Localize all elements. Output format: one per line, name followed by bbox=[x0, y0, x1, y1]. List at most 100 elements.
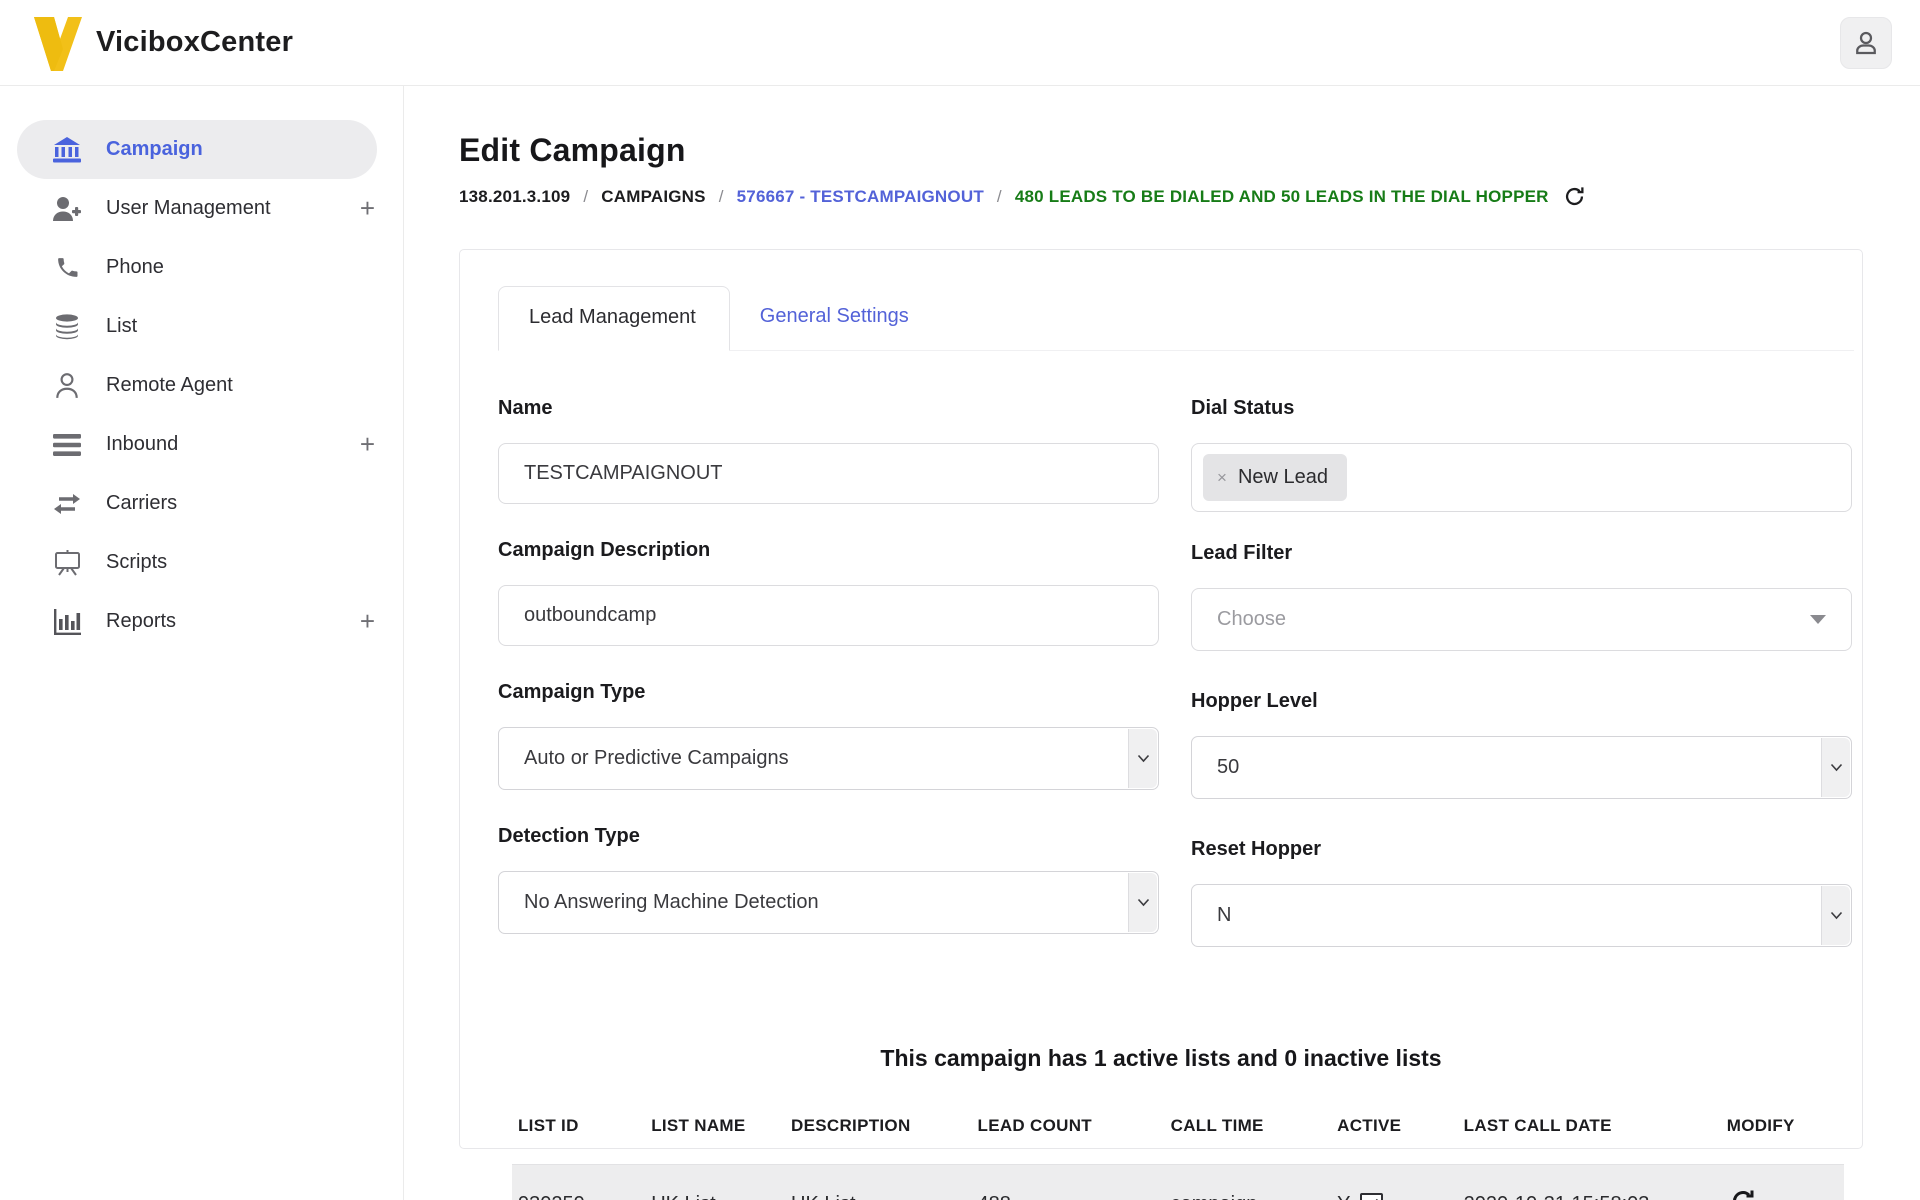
field-lead-filter: Lead Filter Choose bbox=[1191, 542, 1852, 651]
modify-refresh-button[interactable] bbox=[1717, 1189, 1755, 1200]
sidebar-item-label: Carriers bbox=[106, 492, 178, 514]
sidebar-item-carriers[interactable]: Carriers bbox=[0, 474, 403, 533]
active-checkbox[interactable] bbox=[1360, 1192, 1384, 1200]
field-campaign-type: Campaign Type Auto or Predictive Campaig… bbox=[498, 681, 1159, 790]
chevron-down-icon bbox=[1137, 898, 1149, 907]
dropdown-placeholder: Choose bbox=[1217, 608, 1286, 630]
campaign-description-input[interactable]: outboundcamp bbox=[498, 585, 1159, 646]
sidebar-item-label: Scripts bbox=[106, 551, 168, 573]
field-label: Reset Hopper bbox=[1191, 838, 1322, 860]
breadcrumb-campaigns[interactable]: CAMPAIGNS bbox=[601, 186, 706, 206]
cell-call-time: campaign bbox=[1164, 1164, 1332, 1200]
reset-hopper-select[interactable]: N bbox=[1191, 884, 1852, 947]
breadcrumb: 138.201.3.109 / CAMPAIGNS / 576667 - TES… bbox=[459, 186, 1863, 207]
breadcrumb-server: 138.201.3.109 bbox=[459, 186, 571, 206]
field-label: Dial Status bbox=[1191, 397, 1295, 419]
col-modify: MODIFY bbox=[1726, 1116, 1795, 1135]
dial-status-multiselect[interactable]: × New Lead bbox=[1191, 443, 1852, 512]
lead-filter-dropdown[interactable]: Choose bbox=[1191, 588, 1852, 651]
select-arrow-strip bbox=[1128, 873, 1157, 932]
bank-icon bbox=[52, 136, 82, 163]
selected-value: 50 bbox=[1217, 756, 1240, 778]
cell-modify bbox=[1710, 1164, 1844, 1200]
cell-description: UK List bbox=[785, 1164, 972, 1200]
sidebar-item-label: Reports bbox=[106, 610, 177, 632]
breadcrumb-campaign-link[interactable]: 576667 - TESTCAMPAIGNOUT bbox=[736, 186, 984, 206]
col-list-id: LIST ID bbox=[518, 1116, 579, 1135]
sidebar-item-scripts[interactable]: Scripts bbox=[0, 533, 403, 592]
hopper-level-select[interactable]: 50 bbox=[1191, 736, 1852, 799]
field-label: Detection Type bbox=[498, 825, 640, 847]
field-dial-status: Dial Status × New Lead bbox=[1191, 397, 1852, 512]
page-title: Edit Campaign bbox=[459, 132, 686, 168]
breadcrumb-hopper-status: 480 LEADS TO BE DIALED AND 50 LEADS IN T… bbox=[1014, 186, 1549, 206]
field-label: Campaign Type bbox=[498, 681, 646, 703]
user-plus-icon bbox=[52, 196, 82, 222]
campaign-type-select[interactable]: Auto or Predictive Campaigns bbox=[498, 727, 1159, 790]
top-header: ViciboxCenter bbox=[0, 0, 1920, 86]
cell-list-name: UK List bbox=[645, 1164, 786, 1200]
presentation-icon bbox=[52, 549, 82, 576]
tab-lead-management[interactable]: Lead Management bbox=[498, 286, 730, 351]
dial-status-chip: × New Lead bbox=[1203, 454, 1347, 501]
cell-list-id: 930259 bbox=[512, 1164, 646, 1200]
sidebar-item-reports[interactable]: Reports + bbox=[0, 592, 403, 651]
person-outline-icon bbox=[52, 372, 82, 399]
sidebar: Campaign User Management + Phone bbox=[0, 86, 404, 1200]
sidebar-item-label: User Management bbox=[106, 197, 271, 219]
name-input[interactable]: TESTCAMPAIGNOUT bbox=[498, 443, 1159, 504]
phone-icon bbox=[52, 255, 82, 280]
chevron-down-icon bbox=[1830, 911, 1842, 920]
chevron-down-icon bbox=[1830, 763, 1842, 772]
table-header-row: LIST ID LIST NAME DESCRIPTION LEAD COUNT… bbox=[512, 1116, 1844, 1165]
field-name: Name TESTCAMPAIGNOUT bbox=[498, 397, 1159, 504]
breadcrumb-separator: / bbox=[583, 186, 589, 206]
campaign-lists-table: LIST ID LIST NAME DESCRIPTION LEAD COUNT… bbox=[512, 1116, 1844, 1200]
refresh-icon[interactable] bbox=[1564, 186, 1585, 207]
selected-value: No Answering Machine Detection bbox=[524, 891, 819, 913]
sidebar-item-label: Inbound bbox=[106, 433, 179, 455]
breadcrumb-separator: / bbox=[718, 186, 724, 206]
sidebar-item-label: Campaign bbox=[106, 138, 203, 160]
field-hopper-level: Hopper Level 50 bbox=[1191, 690, 1852, 799]
detection-type-select[interactable]: No Answering Machine Detection bbox=[498, 871, 1159, 934]
campaign-form: Name TESTCAMPAIGNOUT Campaign Descriptio… bbox=[498, 397, 1854, 982]
sidebar-item-campaign[interactable]: Campaign bbox=[17, 120, 377, 179]
expand-plus-icon[interactable]: + bbox=[359, 193, 375, 223]
brand-name: ViciboxCenter bbox=[96, 26, 294, 58]
expand-plus-icon[interactable]: + bbox=[359, 606, 375, 636]
col-last-call-date: LAST CALL DATE bbox=[1463, 1116, 1612, 1135]
sidebar-item-user-management[interactable]: User Management + bbox=[0, 179, 403, 238]
field-label: Hopper Level bbox=[1191, 690, 1318, 712]
user-menu-button[interactable] bbox=[1840, 16, 1892, 69]
lists-summary: This campaign has 1 active lists and 0 i… bbox=[880, 1045, 1442, 1071]
sidebar-item-list[interactable]: List bbox=[0, 297, 403, 356]
select-arrow-strip bbox=[1128, 729, 1157, 788]
cell-last-call-date: 2020-10-31 15:58:03 bbox=[1457, 1164, 1711, 1200]
tab-bar: Lead Management General Settings bbox=[498, 286, 1854, 351]
col-active: ACTIVE bbox=[1337, 1116, 1402, 1135]
col-list-name: LIST NAME bbox=[651, 1116, 746, 1135]
sidebar-item-remote-agent[interactable]: Remote Agent bbox=[0, 356, 403, 415]
rows-icon bbox=[52, 433, 82, 457]
select-arrow-strip bbox=[1821, 886, 1850, 945]
campaign-edit-card: Lead Management General Settings Name TE… bbox=[459, 249, 1863, 1200]
cell-active: Y bbox=[1331, 1164, 1458, 1200]
main-content: Edit Campaign 138.201.3.109 / CAMPAIGNS … bbox=[404, 86, 1920, 1200]
form-left-column: Name TESTCAMPAIGNOUT Campaign Descriptio… bbox=[498, 397, 1159, 982]
field-label: Name bbox=[498, 397, 553, 419]
tab-general-settings[interactable]: General Settings bbox=[759, 305, 909, 327]
cell-lead-count: 488 bbox=[971, 1164, 1165, 1200]
database-icon bbox=[52, 313, 82, 340]
sidebar-item-phone[interactable]: Phone bbox=[0, 238, 403, 297]
expand-plus-icon[interactable]: + bbox=[359, 429, 375, 459]
sidebar-item-label: Phone bbox=[106, 256, 164, 278]
col-call-time: CALL TIME bbox=[1170, 1116, 1264, 1135]
remove-chip-icon[interactable]: × bbox=[1217, 467, 1227, 487]
user-icon bbox=[1856, 31, 1876, 54]
sidebar-item-label: Remote Agent bbox=[106, 374, 233, 396]
select-arrow-strip bbox=[1821, 738, 1850, 797]
sidebar-item-inbound[interactable]: Inbound + bbox=[0, 415, 403, 474]
brand: ViciboxCenter bbox=[30, 9, 293, 77]
field-campaign-description: Campaign Description outboundcamp bbox=[498, 539, 1159, 646]
